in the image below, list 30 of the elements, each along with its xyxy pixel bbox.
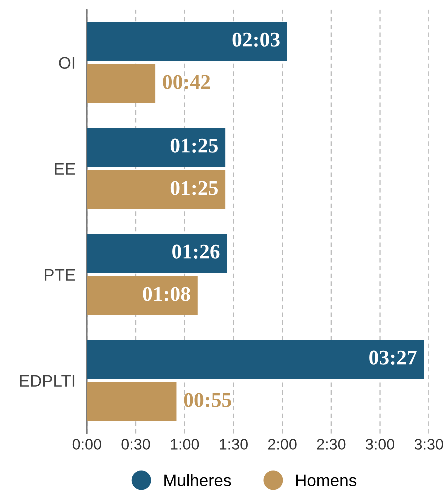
bar [87, 382, 177, 422]
legend-label: Mulheres [164, 474, 232, 487]
x-tick-label: 1:00 [171, 439, 200, 450]
data-label: 00:55 [184, 393, 232, 408]
x-tick-label: 3:00 [366, 439, 395, 450]
legend-label: Homens [296, 474, 357, 487]
data-label: 02:03 [232, 32, 280, 47]
data-label: 03:27 [370, 350, 417, 365]
bar [87, 64, 156, 104]
x-tick-label: 0:00 [72, 439, 102, 450]
x-tick-label: 1:30 [220, 439, 248, 450]
y-tick-label: EE [55, 163, 76, 175]
y-tick-label: PTE [45, 269, 76, 281]
data-label: 01:08 [143, 287, 190, 302]
y-tick-label: EDPLTI [20, 375, 75, 387]
bar [87, 22, 288, 62]
bar [87, 276, 198, 316]
x-tick-label: 2:00 [268, 439, 297, 450]
y-tick-label: OI [59, 57, 75, 70]
x-tick-label: 3:30 [414, 439, 444, 450]
data-label: 01:25 [170, 138, 218, 153]
data-label: 01:25 [170, 181, 218, 196]
data-label: 01:26 [172, 244, 220, 259]
bar [87, 340, 424, 380]
data-label: 00:42 [163, 75, 210, 90]
bar [87, 128, 226, 168]
x-tick-label: 2:30 [317, 439, 346, 450]
bar [87, 170, 226, 210]
x-tick-label: 0:30 [122, 439, 150, 450]
bar [87, 234, 228, 274]
